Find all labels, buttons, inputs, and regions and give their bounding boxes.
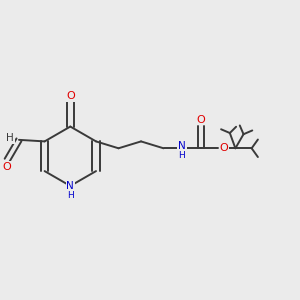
Text: N: N [178,141,186,152]
Text: O: O [220,143,228,153]
Text: N: N [66,181,74,191]
Text: H: H [6,133,14,143]
Text: H: H [67,191,74,200]
Text: H: H [178,151,185,160]
Text: O: O [196,115,206,124]
Text: O: O [3,162,11,172]
Text: O: O [66,91,75,101]
